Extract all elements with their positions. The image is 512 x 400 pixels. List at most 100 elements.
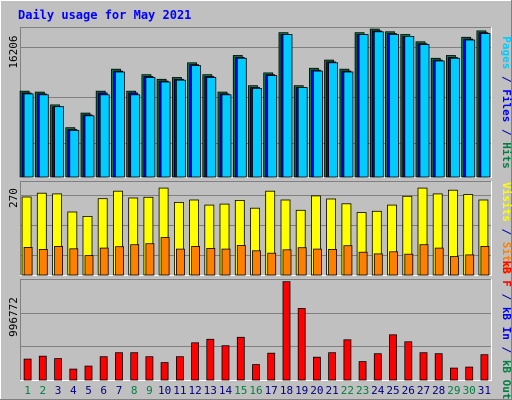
x-tick-label: 3 [55,384,62,397]
bar-sites-day-14 [221,248,231,276]
bar-pages-day-3 [54,106,64,178]
bar-kb-f-day-4 [69,368,78,381]
bar-pages-day-16 [252,88,262,178]
bar-sites-day-22 [343,245,353,276]
bar-pages-day-14 [221,94,232,178]
x-tick-label: 7 [116,384,123,397]
x-tick-label: 6 [100,384,107,397]
bar-kb-f-day-29 [449,367,458,381]
bar-pages-day-21 [328,62,339,178]
panel-bottom: 996772 kB F / kB In / kB Out [7,260,512,399]
bar-kb-f-day-2 [38,355,47,381]
bar-sites-day-27 [419,244,429,276]
bar-kb-f-day-1 [23,358,32,381]
bar-kb-f-day-24 [373,353,382,381]
bar-pages-day-4 [69,129,80,178]
bar-pages-day-15 [236,57,247,178]
bar-sites-day-16 [252,250,261,276]
x-tick-label: 29 [447,384,460,397]
bar-sites-day-26 [404,253,414,276]
bar-sites-day-20 [312,248,322,276]
bar-kb-f-day-9 [145,356,154,381]
x-tick-label: 15 [234,384,247,397]
bar-pages-day-11 [175,79,186,178]
x-axis-labels: 1 2 3 4 5 6 7 8 9 10 11 12 13 14 15 16 17 18 19 20 21 22 23 24 2… [24,384,491,397]
bar-kb-f-day-31 [480,354,489,381]
bar-sites-day-13 [206,247,216,276]
x-tick-label: 12 [188,384,201,397]
bar-sites-day-28 [434,247,444,276]
bar-sites-day-30 [465,254,475,276]
bar-kb-f-day-19 [297,308,306,381]
panel-middle-ymax-label: 270 [7,188,20,208]
side-label-segment: kB In [500,307,512,340]
panel-middle-side-label: Visits / Sites [500,182,512,275]
side-label-segment: Files [500,89,512,122]
bar-kb-f-day-8 [130,352,139,381]
bar-pages-day-29 [449,57,460,178]
bar-pages-day-6 [99,94,110,178]
bar-pages-day-19 [297,87,308,178]
x-tick-label: 14 [219,384,233,397]
panel-bottom-side-label: kB F / kB In / kB Out [500,260,512,399]
bar-sites-day-18 [282,249,292,276]
side-label-segment: kB Out [500,360,512,400]
bar-sites-day-31 [480,245,490,276]
bar-kb-f-day-14 [221,345,230,381]
bar-kb-f-day-3 [54,358,62,381]
bar-sites-day-19 [297,247,307,276]
bar-pages-day-26 [404,36,415,178]
panel-top-ymax-label: 16206 [7,35,20,68]
bar-kb-f-day-17 [267,352,276,381]
bar-sites-day-29 [449,256,459,276]
side-label-segment: Pages [500,36,512,69]
bar-sites-day-15 [236,244,246,276]
bar-kb-f-day-28 [434,353,443,381]
bar-sites-day-23 [358,251,368,276]
x-tick-label: 30 [463,384,476,397]
bar-pages-day-25 [389,34,399,178]
bar-sites-day-2 [38,248,48,276]
side-label-segment: Sites [500,242,512,275]
bar-kb-f-day-22 [343,339,352,381]
x-tick-label: 26 [402,384,415,397]
bar-pages-day-10 [160,81,171,178]
bar-sites-day-7 [115,246,124,276]
bar-kb-f-day-6 [99,356,108,381]
bar-pages-day-24 [373,31,384,178]
side-label-segment: / [500,222,512,242]
side-label-segment: kB F [500,260,512,287]
x-tick-label: 31 [478,384,491,397]
bar-kb-f-day-18 [282,281,291,381]
bar-kb-f-day-16 [252,364,260,381]
bar-kb-f-day-30 [465,366,474,381]
side-label-segment: / [500,287,512,307]
bar-kb-f-day-10 [160,362,169,381]
bar-sites-day-25 [389,251,398,276]
bar-sites-day-12 [191,245,201,276]
side-label-segment: Hits [500,142,512,169]
bar-sites-day-5 [84,255,94,276]
x-tick-label: 28 [432,384,445,397]
side-label-segment: / [500,122,512,142]
bar-pages-day-17 [267,75,278,178]
bar-sites-day-24 [373,253,383,276]
x-tick-label: 21 [325,384,338,397]
x-tick-label: 1 [24,384,31,397]
bar-pages-day-23 [358,34,369,178]
bar-sites-day-3 [54,245,63,276]
bar-kb-f-day-11 [175,356,184,381]
side-label-segment: Visits [500,182,512,222]
bar-sites-day-9 [145,243,155,276]
bar-kb-f-day-20 [312,356,321,381]
panel-middle: 270 Visits / Sites [7,181,512,276]
panel-bottom-area [20,279,492,381]
chart-title: Daily usage for May 2021 [18,8,191,22]
x-tick-label: 27 [417,384,430,397]
bar-pages-day-12 [191,65,202,178]
bar-kb-f-day-12 [191,342,200,381]
x-tick-label: 10 [158,384,171,397]
bar-sites-day-17 [267,252,277,276]
panel-bottom-ymax-label: 996772 [7,297,20,337]
